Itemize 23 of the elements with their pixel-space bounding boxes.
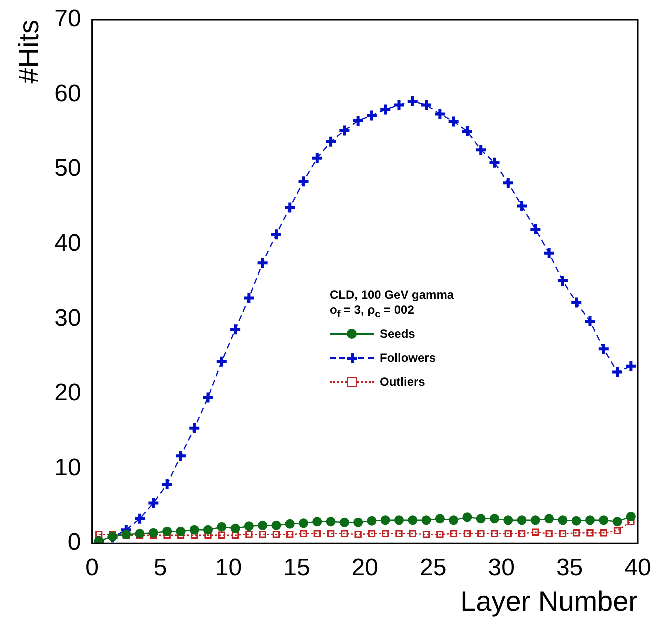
x-tick-label: 10 <box>215 554 242 582</box>
y-tick-label: 20 <box>54 380 82 407</box>
legend-title: CLD, 100 GeV gamma o$_{f}$ = 3, ρ$_{c}$ = 002 <box>330 288 454 322</box>
legend-label: Outliers <box>380 374 426 390</box>
y-tick-label: 10 <box>54 454 82 482</box>
y-tick-label: 30 <box>54 304 82 332</box>
y-tick-label: 60 <box>54 80 82 108</box>
y-tick-label: 0 <box>68 529 82 556</box>
y-axis-title: #Hits <box>14 20 45 84</box>
x-tick-label: 5 <box>154 554 168 582</box>
y-tick-label: 70 <box>54 6 82 33</box>
x-axis-title: Layer Number <box>460 586 638 617</box>
x-tick-label: 0 <box>86 554 99 582</box>
legend-label: Seeds <box>380 326 416 342</box>
legend-label: Followers <box>380 350 436 366</box>
x-tick-label: 15 <box>284 554 310 582</box>
x-tick-label: 25 <box>420 554 447 582</box>
x-tick-label: 40 <box>624 554 652 582</box>
x-tick-label: 35 <box>556 554 584 582</box>
y-tick-label: 50 <box>54 155 82 182</box>
x-tick-label: 20 <box>352 554 378 582</box>
y-tick-label: 40 <box>54 230 82 258</box>
x-tick-label: 30 <box>488 554 515 582</box>
